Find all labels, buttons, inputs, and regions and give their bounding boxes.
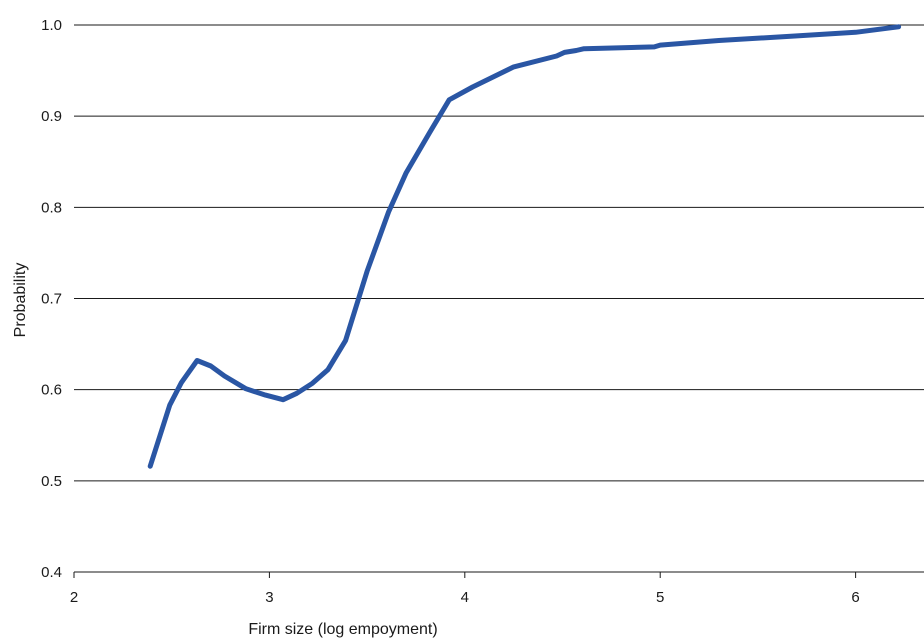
x-axis-title: Firm size (log empoyment) — [248, 621, 437, 638]
x-tick-label: 2 — [70, 589, 78, 606]
gridlines — [74, 24, 924, 482]
y-tick-label: 0.4 — [41, 564, 62, 581]
y-axis-title: Probability — [12, 263, 29, 338]
y-tick-label: 0.6 — [41, 382, 62, 399]
y-axis: 0.4 0.5 0.6 0.7 0.8 0.9 1.0 — [41, 17, 62, 581]
x-tick-label: 3 — [265, 589, 273, 606]
x-tick-label: 4 — [461, 589, 469, 606]
x-tick-label: 5 — [656, 589, 664, 606]
y-tick-label: 1.0 — [41, 17, 62, 34]
x-tick-label: 6 — [851, 589, 859, 606]
y-tick-label: 0.9 — [41, 108, 62, 125]
x-axis: 2 3 4 5 6 — [70, 571, 924, 606]
y-tick-label: 0.5 — [41, 473, 62, 490]
series-layer — [147, 24, 902, 469]
probability-line — [147, 24, 902, 469]
y-tick-label: 0.7 — [41, 291, 62, 308]
y-tick-label: 0.8 — [41, 199, 62, 216]
